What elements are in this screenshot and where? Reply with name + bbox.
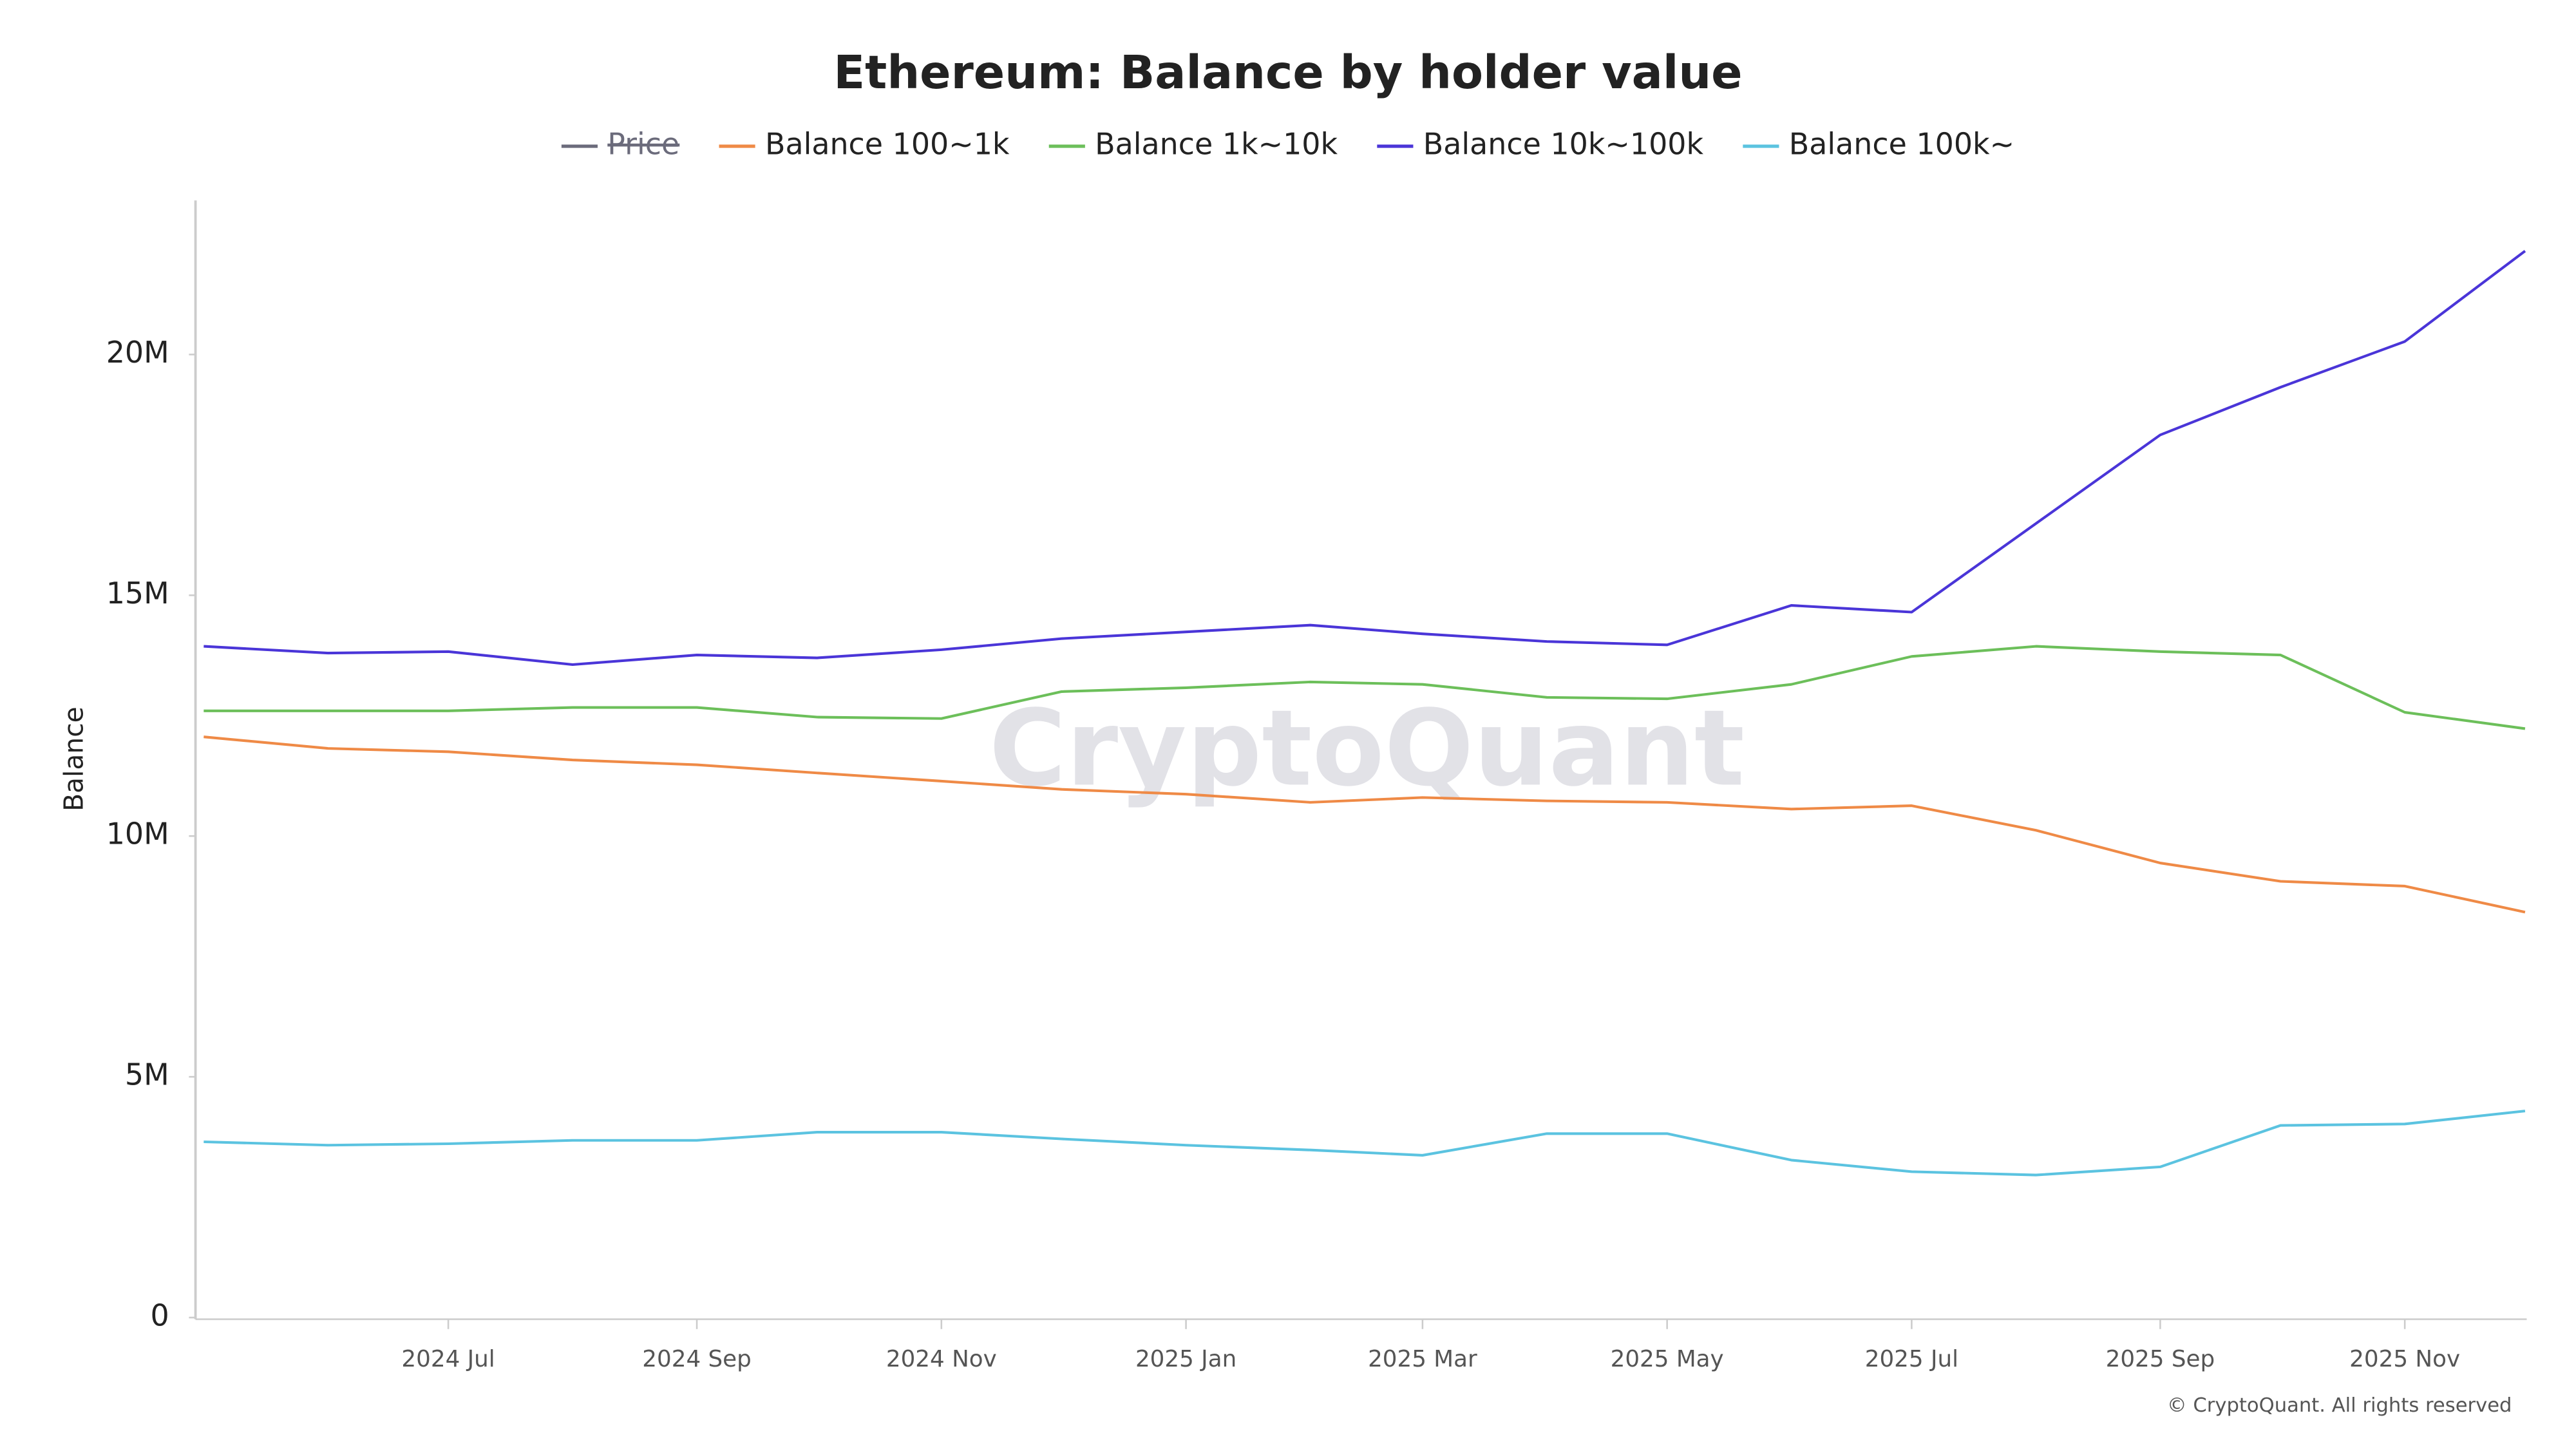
series-line <box>204 250 2526 667</box>
legend: Price Balance 100~1k Balance 1k~10k Balance… <box>561 127 2014 162</box>
x-tick-label: 2024 Sep <box>642 1346 752 1372</box>
y-tick-label: 0 <box>151 1298 169 1332</box>
x-tick-label: 2025 Sep <box>2106 1346 2215 1372</box>
x-tick-label: 2024 Jul <box>401 1346 495 1372</box>
y-axis-label: Balance <box>58 706 89 811</box>
y-tick-label: 20M <box>106 335 169 370</box>
y-tick-label: 10M <box>106 817 169 851</box>
legend-label: Balance 1k~10k <box>1095 127 1338 162</box>
legend-label: Balance 100k~ <box>1789 127 2014 162</box>
x-tick-label: 2024 Nov <box>886 1346 997 1372</box>
watermark: CryptoQuant <box>989 687 1745 810</box>
series-line <box>204 645 2526 730</box>
legend-item[interactable]: Balance 10k~100k <box>1377 127 1704 162</box>
legend-label: Balance 10k~100k <box>1423 127 1704 162</box>
x-tick-label: 2025 Jan <box>1135 1346 1236 1372</box>
legend-item[interactable]: Balance 100~1k <box>719 127 1010 162</box>
copyright: © CryptoQuant. All rights reserved <box>2167 1394 2512 1417</box>
legend-label: Balance 100~1k <box>765 127 1010 162</box>
x-tick-label: 2025 Nov <box>2349 1346 2460 1372</box>
x-tick-label: 2025 May <box>1611 1346 1724 1372</box>
series-line <box>204 735 2526 914</box>
x-tick-label: 2025 Jul <box>1865 1346 1958 1372</box>
chart-title: Ethereum: Balance by holder value <box>833 46 1742 99</box>
x-tick-label: 2025 Mar <box>1368 1346 1477 1372</box>
y-tick-label: 15M <box>106 576 169 611</box>
y-tick-label: 5M <box>125 1057 169 1092</box>
legend-label: Price <box>607 127 679 162</box>
legend-item[interactable]: Balance 100k~ <box>1743 127 2014 162</box>
series-line <box>204 1110 2526 1177</box>
legend-item[interactable]: Price <box>561 127 679 162</box>
legend-item[interactable]: Balance 1k~10k <box>1048 127 1338 162</box>
